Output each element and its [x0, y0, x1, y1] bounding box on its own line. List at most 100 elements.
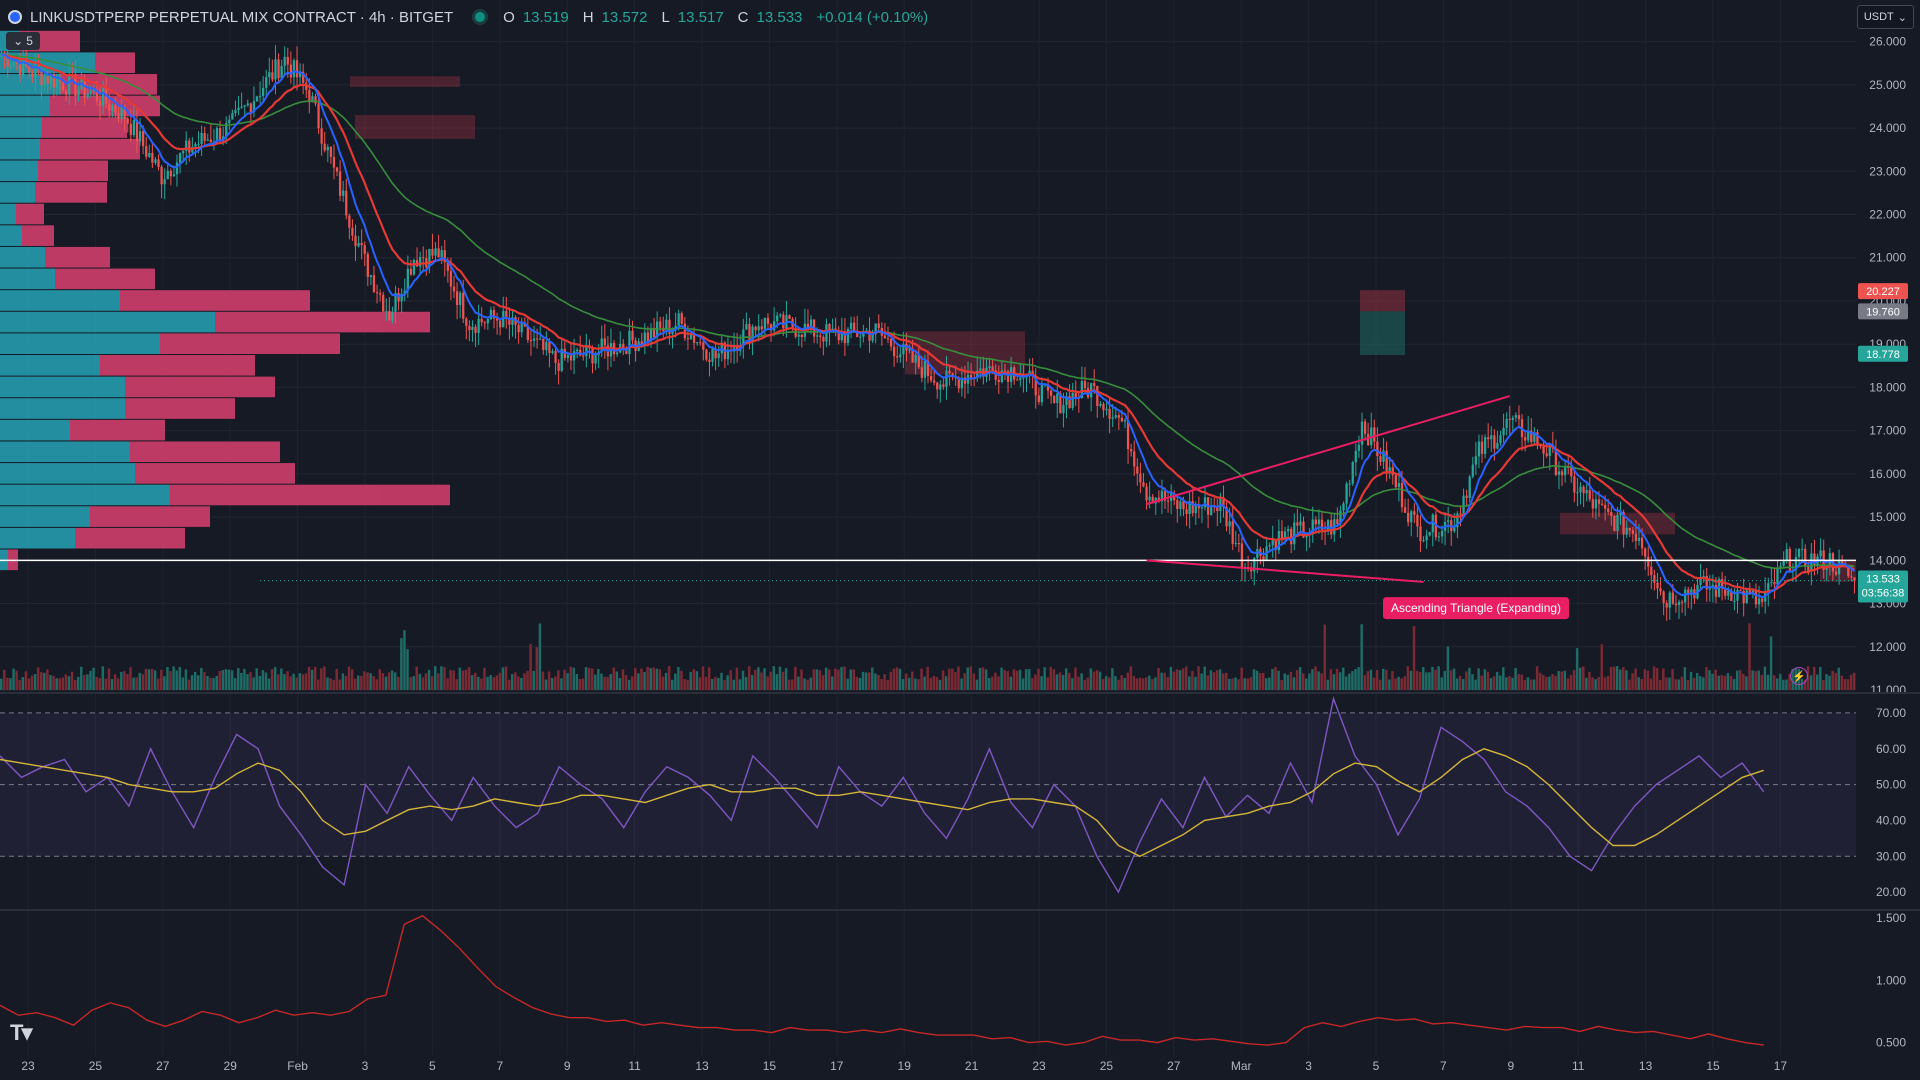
volume-bar: [1538, 672, 1542, 690]
volume-bar: [430, 676, 434, 690]
volume-bar: [1277, 670, 1280, 690]
candle-body: [1105, 408, 1108, 411]
volume-bar: [1332, 674, 1336, 690]
volume-bar: [948, 668, 951, 690]
candle-body: [1533, 432, 1536, 442]
volume-bar: [1815, 674, 1819, 690]
pattern-label-box: [1383, 597, 1569, 620]
volume-bar: [64, 674, 68, 690]
volume-bar: [738, 679, 742, 690]
candle-body: [535, 338, 539, 340]
lightning-icon[interactable]: ⚡: [1790, 667, 1808, 685]
volume-bar: [163, 676, 166, 690]
volume-bar: [554, 676, 557, 690]
candle-body: [363, 245, 366, 254]
tradingview-logo-icon[interactable]: T▾: [10, 1020, 33, 1045]
candle-body: [1056, 393, 1059, 404]
volume-bar: [1671, 669, 1674, 690]
volume-bar: [283, 674, 286, 690]
volume-bar: [1246, 678, 1250, 690]
candle-body: [1720, 579, 1724, 589]
volume-bar: [969, 666, 973, 690]
candle-body: [1483, 437, 1487, 454]
candle-body: [1517, 415, 1521, 420]
candle-body: [1160, 490, 1164, 502]
market-status-icon[interactable]: [475, 12, 486, 22]
candle-body: [1459, 513, 1462, 515]
volume-bar: [1440, 677, 1443, 690]
currency-selector[interactable]: USDT ⌄: [1856, 5, 1914, 29]
candle-body: [680, 313, 683, 324]
volume-bar: [1831, 670, 1834, 690]
volume-bar: [751, 674, 754, 690]
volume-bar: [941, 670, 945, 690]
volume-bar: [273, 667, 277, 690]
candle-body: [15, 62, 19, 64]
ohlc-open-value: 13.519: [522, 8, 569, 26]
candle-body: [908, 348, 911, 351]
volume-bar: [1775, 678, 1779, 690]
candle-body: [1176, 500, 1179, 509]
volume-bar: [495, 675, 499, 690]
volume-bar: [717, 677, 720, 690]
time-tick-label: 11: [1572, 1059, 1585, 1073]
candle-body: [345, 190, 348, 216]
candle-body: [83, 78, 86, 98]
volume-bar: [1717, 675, 1720, 690]
chevron-down-icon: ⌄: [13, 34, 24, 48]
volume-bar: [1640, 678, 1644, 690]
price-tick-label: 22.000: [1869, 208, 1906, 222]
candle-body: [886, 338, 890, 340]
candle-body: [218, 128, 222, 142]
volume-bar: [520, 677, 523, 690]
volume-bar: [415, 666, 419, 690]
volume-bar: [1692, 677, 1696, 690]
volume-bar: [153, 670, 157, 690]
volume-bar: [381, 673, 385, 690]
volume-bar: [1480, 675, 1483, 690]
volume-bar: [298, 673, 302, 690]
candle-body: [668, 319, 671, 334]
candle-body: [1677, 601, 1681, 606]
volume-bar: [1637, 677, 1640, 690]
volume-profile-buy-bar: [0, 268, 55, 290]
volume-bar: [661, 676, 665, 690]
candle-body: [1425, 535, 1428, 541]
volume-bar: [646, 666, 649, 690]
candle-body: [1730, 590, 1733, 601]
volume-bar: [104, 678, 108, 690]
volume-bar: [344, 675, 348, 690]
indicators-collapse-button[interactable]: ⌄ 5: [6, 32, 40, 50]
volume-bar: [1308, 673, 1311, 690]
candle-body: [1779, 565, 1782, 568]
volume-bar: [1151, 679, 1154, 690]
candle-body: [939, 384, 942, 390]
volume-bar: [132, 677, 135, 690]
volume-bar: [243, 668, 246, 690]
candle-body: [1351, 462, 1354, 484]
volume-bar: [581, 678, 585, 690]
volume-bar: [670, 679, 674, 690]
candle-body: [1465, 495, 1468, 499]
volume-bar: [1314, 666, 1317, 690]
volume-bar: [871, 667, 874, 690]
volume-bar: [1446, 646, 1450, 690]
volume-bar: [1720, 675, 1724, 690]
volume-bar: [849, 669, 852, 690]
candle-body: [440, 250, 443, 258]
price-tick-label: 14.000: [1869, 553, 1906, 567]
volume-bar: [643, 671, 646, 690]
volume-bar: [637, 673, 640, 690]
symbol-title[interactable]: LINKUSDTPERP PERPETUAL MIX CONTRACT · 4h…: [30, 8, 454, 26]
volume-bar: [883, 674, 886, 690]
volume-bar: [224, 669, 228, 690]
volume-bar: [1695, 673, 1699, 690]
volume-bar: [1618, 669, 1622, 690]
candle-body: [252, 101, 256, 113]
candle-body: [391, 311, 394, 321]
volume-bar: [30, 675, 34, 690]
candle-body: [1431, 514, 1434, 533]
volume-bar: [1178, 670, 1182, 690]
volume-bar: [886, 679, 889, 690]
